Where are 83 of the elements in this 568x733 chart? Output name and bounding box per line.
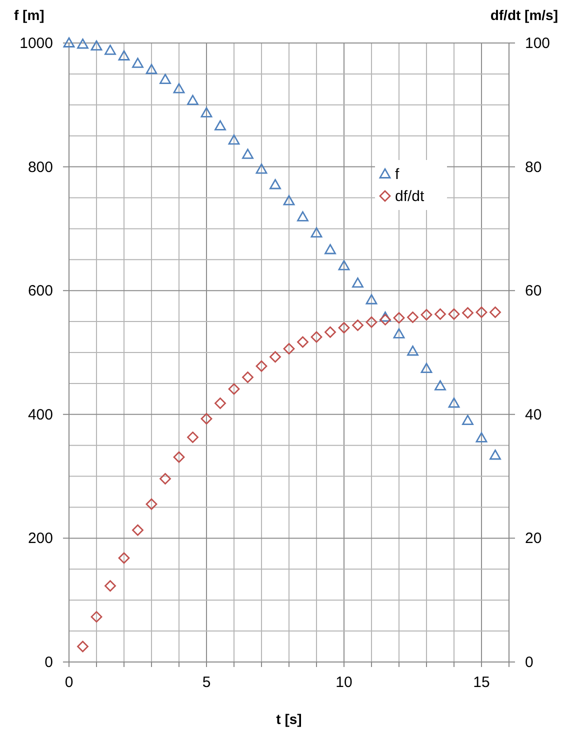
y-tick-label: 800 <box>28 158 53 176</box>
y-tick-label: 0 <box>44 654 53 671</box>
point <box>228 383 240 395</box>
point <box>448 308 460 320</box>
point <box>132 58 144 68</box>
point <box>352 320 364 331</box>
point <box>242 148 254 159</box>
point <box>310 331 322 343</box>
point <box>270 179 281 190</box>
point <box>420 362 432 374</box>
x-axis-title: t [s] <box>276 711 302 727</box>
y-tick-label: 400 <box>28 406 53 424</box>
point <box>490 306 501 318</box>
point <box>242 372 254 383</box>
point <box>462 414 474 426</box>
point <box>270 351 281 363</box>
point <box>118 50 130 60</box>
point <box>104 44 116 55</box>
y2-tick-label: 20 <box>525 530 542 548</box>
point <box>420 309 432 320</box>
x-tick-label: 0 <box>64 674 74 691</box>
point <box>490 450 501 460</box>
point <box>407 346 418 356</box>
y2-tick-label: 0 <box>525 654 534 671</box>
point <box>160 74 171 84</box>
point <box>338 260 350 270</box>
point <box>90 40 102 51</box>
y2-tick-label: 80 <box>525 158 542 176</box>
point <box>462 307 474 319</box>
y2-axis-title: df/dt [m/s] <box>490 7 558 23</box>
point <box>366 316 378 328</box>
y2-tick-label: 100 <box>525 35 550 52</box>
point <box>214 120 226 130</box>
x-tick-label: 10 <box>336 674 352 691</box>
point <box>118 552 130 564</box>
point <box>393 312 405 324</box>
point <box>104 580 116 592</box>
point <box>366 294 378 304</box>
point <box>283 343 295 354</box>
point <box>173 83 185 94</box>
point <box>476 306 488 318</box>
point <box>256 164 268 174</box>
point <box>146 498 158 510</box>
point <box>187 94 198 106</box>
point <box>90 611 102 623</box>
y2-tick-label: 40 <box>525 406 542 424</box>
point <box>173 451 185 463</box>
y-tick-label: 200 <box>28 530 53 548</box>
y-tick-label: 1000 <box>20 35 53 52</box>
point <box>310 227 322 238</box>
point <box>393 328 405 338</box>
point <box>407 312 418 323</box>
point <box>297 336 308 348</box>
point <box>132 524 144 536</box>
point <box>214 398 226 409</box>
point <box>380 312 391 322</box>
point <box>352 277 364 288</box>
point <box>228 134 240 145</box>
point <box>324 326 336 338</box>
point <box>297 211 308 222</box>
point <box>77 640 88 652</box>
point <box>200 107 212 118</box>
x-tick-label: 5 <box>202 674 211 691</box>
x-tick-label: 15 <box>473 674 490 691</box>
point <box>283 195 295 206</box>
point <box>434 308 446 320</box>
y-axis-title: f [m] <box>14 7 44 23</box>
point <box>338 322 350 334</box>
point <box>434 380 446 390</box>
point <box>448 398 460 408</box>
y2-tick-label: 60 <box>525 282 542 300</box>
point <box>187 432 198 444</box>
point <box>380 314 391 326</box>
legend-label: f <box>395 166 400 183</box>
point <box>256 360 268 372</box>
legend-label: df/dt <box>395 188 426 205</box>
point <box>160 473 171 484</box>
point <box>324 244 336 254</box>
point <box>476 432 488 442</box>
point <box>146 64 158 74</box>
y-tick-label: 600 <box>28 282 53 300</box>
point <box>200 413 212 424</box>
point <box>77 38 88 49</box>
